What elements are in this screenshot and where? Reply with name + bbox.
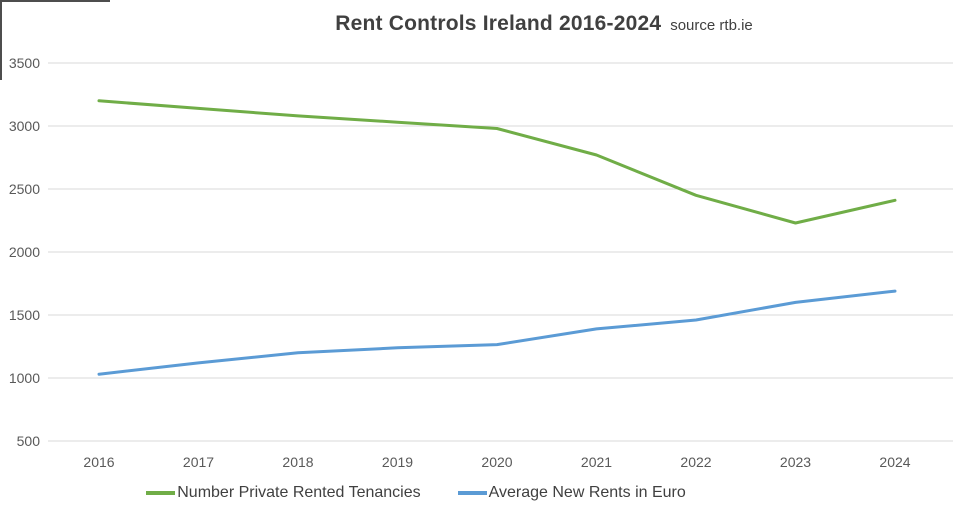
chart-title-main: Rent Controls Ireland 2016-2024 [335,12,662,35]
screenshot-border-artifact-left [0,0,2,80]
y-axis-tick-label: 2500 [9,181,40,197]
x-axis-tick-label: 2018 [282,454,313,470]
y-axis-tick-label: 1000 [9,370,40,386]
legend-item-rents: Average New Rents in Euro [457,484,686,502]
x-axis-tick-label: 2022 [680,454,711,470]
chart-title: Rent Controls Ireland 2016-2024 source r… [64,12,960,36]
series-line-tenancies [97,99,897,225]
x-axis-tick-label: 2020 [481,454,512,470]
legend-item-tenancies: Number Private Rented Tenancies [146,484,421,502]
y-axis-tick-label: 3000 [9,118,40,134]
legend-label: Average New Rents in Euro [488,484,686,501]
x-axis-tick-label: 2024 [879,454,910,470]
legend-swatch-green [146,491,176,495]
y-axis-tick-label: 2000 [9,244,40,260]
x-axis-tick-label: 2021 [581,454,612,470]
legend-swatch-blue [457,491,487,495]
y-axis-tick-label: 500 [17,433,41,449]
x-axis-tick-label: 2016 [83,454,114,470]
chart-title-source: source rtb.ie [670,17,753,34]
screenshot-border-artifact-top [0,0,110,2]
x-axis-tick-label: 2023 [780,454,811,470]
x-axis-tick-label: 2017 [183,454,214,470]
y-axis-tick-label: 1500 [9,307,40,323]
plot-area: 500 1000 1500 2000 2500 3000 3500 2016 2017 2018 2… [9,55,953,470]
series-line-rents [97,289,897,376]
legend-label: Number Private Rented Tenancies [177,484,421,501]
legend: Number Private Rented Tenancies Average … [0,484,960,502]
y-axis-tick-label: 3500 [9,55,40,71]
x-axis-tick-label: 2019 [382,454,413,470]
